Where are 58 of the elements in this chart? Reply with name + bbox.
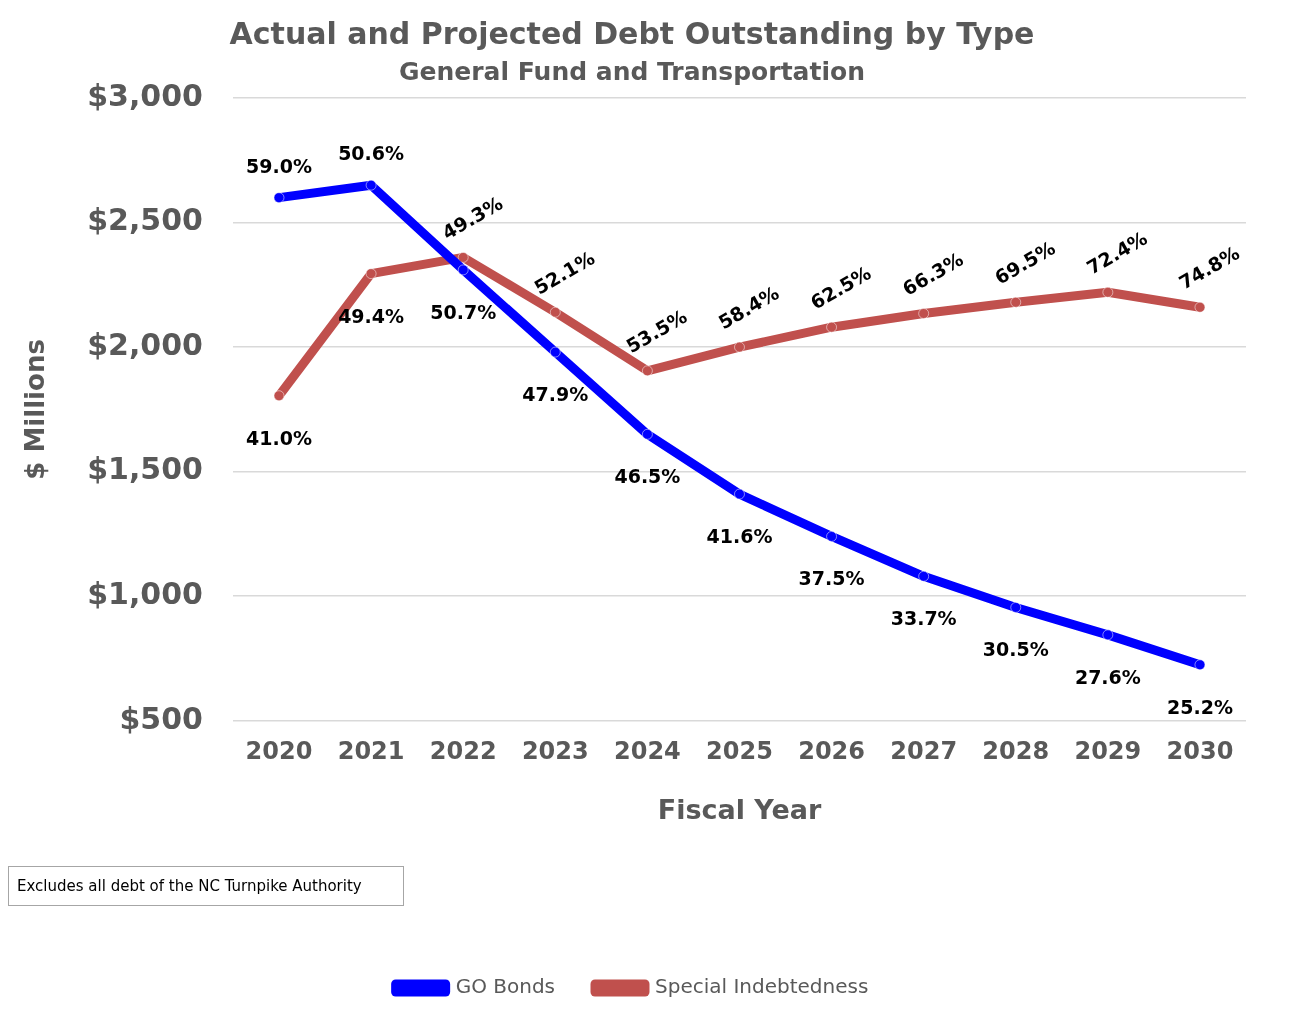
x-tick-label: 2025 xyxy=(706,737,773,766)
point xyxy=(733,341,745,353)
y-tick-label: $2,000 xyxy=(87,326,203,362)
y-axis-title: $ Millions xyxy=(20,339,51,480)
annotation: 50.7% xyxy=(430,300,497,323)
point xyxy=(1010,601,1022,613)
annotation: 25.2% xyxy=(1166,695,1233,718)
point xyxy=(549,306,561,318)
annotation: 33.7% xyxy=(890,607,957,630)
point xyxy=(1194,301,1206,313)
point xyxy=(826,321,838,333)
x-tick-label: 2023 xyxy=(521,737,589,766)
point xyxy=(273,192,285,204)
point xyxy=(273,390,285,402)
annotation: 30.5% xyxy=(982,638,1049,661)
point xyxy=(365,179,377,191)
annotation: 46.5% xyxy=(614,465,681,488)
x-tick-label: 2029 xyxy=(1074,737,1142,766)
chart-subtitle: General Fund and Transportation xyxy=(399,56,865,86)
point xyxy=(826,530,838,542)
point xyxy=(641,428,653,440)
chart-title: Actual and Projected Debt Outstanding by Type xyxy=(229,15,1035,51)
y-tick-label: $1,500 xyxy=(87,451,203,487)
x-tick-label: 2024 xyxy=(613,737,681,766)
y-tick-label: $500 xyxy=(119,700,203,736)
point xyxy=(1102,629,1114,641)
point xyxy=(365,268,377,280)
x-tick-label: 2030 xyxy=(1166,737,1234,766)
text: Excludes all debt of the NC Turnpike Authority xyxy=(8,866,404,906)
point xyxy=(1194,659,1206,671)
point xyxy=(457,251,469,263)
annotation: 41.0% xyxy=(246,426,312,449)
x-tick-label: 2022 xyxy=(429,737,497,766)
y-tick-label: $1,000 xyxy=(87,576,203,612)
point xyxy=(641,365,653,377)
annotation: 37.5% xyxy=(798,567,865,590)
annotation: 27.6% xyxy=(1074,665,1141,688)
point xyxy=(1010,296,1022,308)
x-tick-label: 2020 xyxy=(245,737,313,766)
x-tick-label: 2026 xyxy=(798,737,865,766)
legend-label: Special Indebtedness xyxy=(655,974,869,999)
x-tick-label: 2028 xyxy=(982,737,1050,766)
legend-label: GO Bonds xyxy=(455,974,556,999)
y-tick-label: $3,000 xyxy=(87,77,203,113)
point xyxy=(457,264,469,276)
y-tick-label: $2,500 xyxy=(87,202,203,238)
x-tick-label: 2021 xyxy=(337,737,405,766)
annotation: 47.9% xyxy=(522,383,589,406)
annotation: 59.0% xyxy=(246,154,312,177)
annotation: 50.6% xyxy=(338,142,405,165)
point xyxy=(918,570,930,582)
point xyxy=(1102,286,1114,298)
point xyxy=(918,307,930,319)
annotation: 41.6% xyxy=(706,525,773,548)
x-tick-label: 2027 xyxy=(890,737,958,766)
point xyxy=(549,346,561,358)
point xyxy=(733,488,745,500)
x-axis-title: Fiscal Year xyxy=(657,793,822,825)
